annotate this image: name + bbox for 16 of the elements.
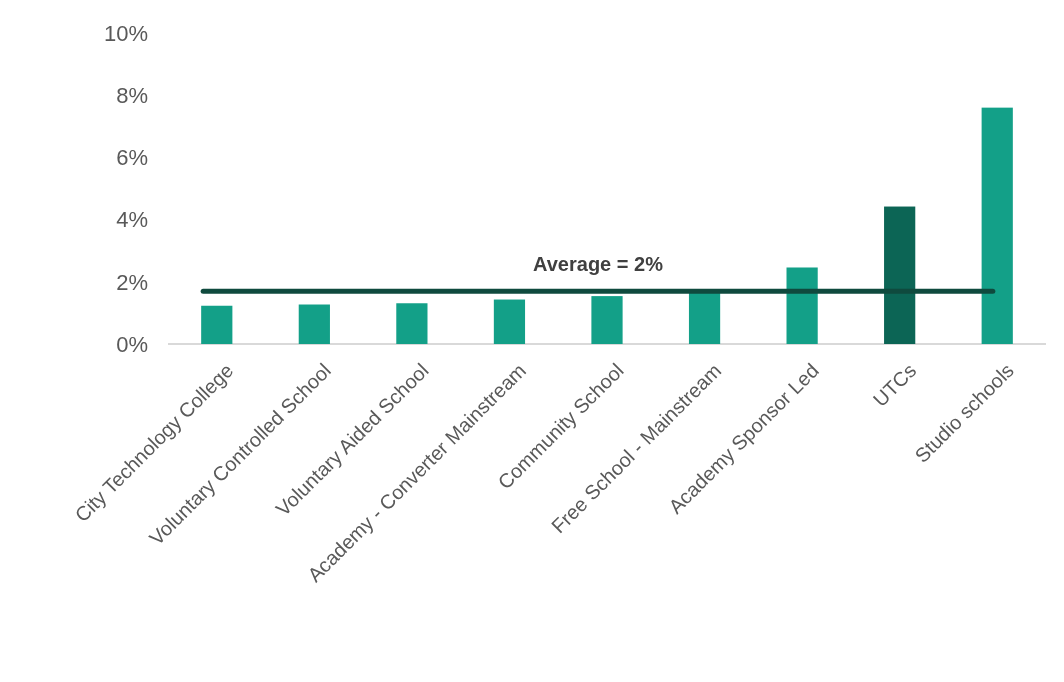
y-tick-label: 4%: [116, 207, 148, 233]
bar: [396, 303, 428, 344]
bar: [201, 305, 233, 344]
bar: [298, 304, 330, 344]
y-tick-label: 0%: [116, 331, 148, 357]
y-tick-label: 10%: [103, 20, 148, 46]
y-tick-label: 6%: [116, 145, 148, 171]
y-tick-label: 8%: [116, 82, 148, 108]
bar: [493, 299, 526, 344]
y-tick-label: 2%: [116, 269, 148, 295]
bar: [688, 291, 721, 344]
ref-line-label: Average = 2%: [533, 253, 664, 276]
bar: [591, 296, 623, 344]
bar: [981, 107, 1013, 344]
bar: [786, 267, 818, 344]
bar: [884, 206, 916, 344]
